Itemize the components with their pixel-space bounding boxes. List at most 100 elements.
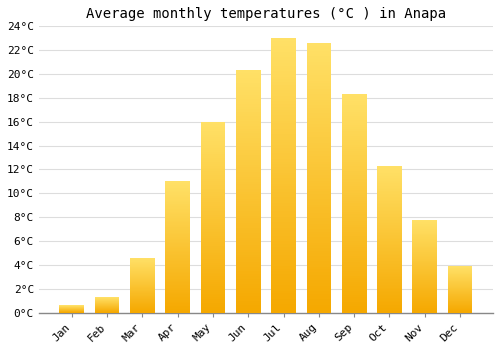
Bar (377, 252, 402, 254)
Bar (377, 278, 402, 279)
Bar (306, 256, 331, 259)
Bar (377, 230, 402, 232)
Bar (200, 265, 226, 267)
Bar (377, 264, 402, 266)
Bar (271, 74, 296, 77)
Bar (306, 100, 331, 102)
Bar (448, 274, 472, 275)
Bar (236, 189, 260, 191)
Bar (412, 312, 437, 313)
Bar (200, 307, 226, 309)
Bar (200, 150, 226, 152)
Bar (342, 155, 366, 158)
Bar (236, 88, 260, 90)
Bar (412, 266, 437, 267)
Bar (271, 302, 296, 304)
Bar (377, 257, 402, 258)
Bar (166, 195, 190, 196)
Bar (200, 294, 226, 295)
Bar (236, 92, 260, 94)
Bar (342, 302, 366, 304)
Bar (306, 124, 331, 127)
Bar (306, 275, 331, 278)
Bar (342, 306, 366, 308)
Bar (377, 300, 402, 301)
Bar (377, 183, 402, 185)
Bar (342, 289, 366, 291)
Bar (377, 225, 402, 226)
Bar (306, 286, 331, 288)
Bar (377, 198, 402, 200)
Bar (200, 211, 226, 214)
Bar (306, 43, 331, 46)
Bar (271, 181, 296, 184)
Bar (306, 205, 331, 208)
Bar (306, 270, 331, 272)
Bar (236, 75, 260, 78)
Bar (342, 262, 366, 265)
Bar (342, 252, 366, 254)
Bar (200, 309, 226, 311)
Bar (130, 306, 155, 307)
Bar (306, 248, 331, 251)
Bar (377, 213, 402, 214)
Bar (306, 216, 331, 218)
Bar (236, 204, 260, 206)
Bar (166, 205, 190, 206)
Bar (200, 280, 226, 282)
Bar (306, 148, 331, 151)
Bar (130, 308, 155, 309)
Bar (377, 216, 402, 217)
Bar (377, 261, 402, 263)
Bar (306, 189, 331, 191)
Bar (377, 267, 402, 268)
Bar (130, 311, 155, 312)
Bar (200, 173, 226, 175)
Bar (271, 68, 296, 71)
Bar (377, 181, 402, 182)
Bar (377, 175, 402, 176)
Bar (166, 234, 190, 235)
Bar (342, 169, 366, 171)
Bar (200, 311, 226, 313)
Bar (342, 275, 366, 278)
Bar (166, 222, 190, 223)
Bar (342, 134, 366, 136)
Bar (448, 309, 472, 310)
Bar (130, 261, 155, 262)
Bar (200, 154, 226, 156)
Bar (342, 304, 366, 306)
Bar (412, 306, 437, 307)
Bar (412, 260, 437, 261)
Bar (130, 302, 155, 303)
Bar (412, 310, 437, 311)
Bar (306, 140, 331, 143)
Bar (166, 312, 190, 313)
Bar (412, 273, 437, 274)
Bar (200, 244, 226, 246)
Bar (377, 195, 402, 197)
Bar (448, 311, 472, 312)
Bar (377, 245, 402, 247)
Bar (236, 223, 260, 225)
Bar (412, 304, 437, 305)
Bar (377, 238, 402, 239)
Bar (271, 170, 296, 173)
Bar (166, 271, 190, 272)
Bar (306, 54, 331, 56)
Bar (271, 145, 296, 148)
Bar (236, 238, 260, 240)
Bar (166, 267, 190, 268)
Bar (377, 228, 402, 229)
Bar (342, 145, 366, 147)
Bar (377, 236, 402, 238)
Bar (412, 250, 437, 251)
Bar (271, 142, 296, 145)
Bar (271, 195, 296, 197)
Bar (130, 274, 155, 275)
Bar (377, 210, 402, 211)
Bar (342, 197, 366, 199)
Bar (412, 267, 437, 268)
Bar (200, 290, 226, 292)
Bar (271, 272, 296, 274)
